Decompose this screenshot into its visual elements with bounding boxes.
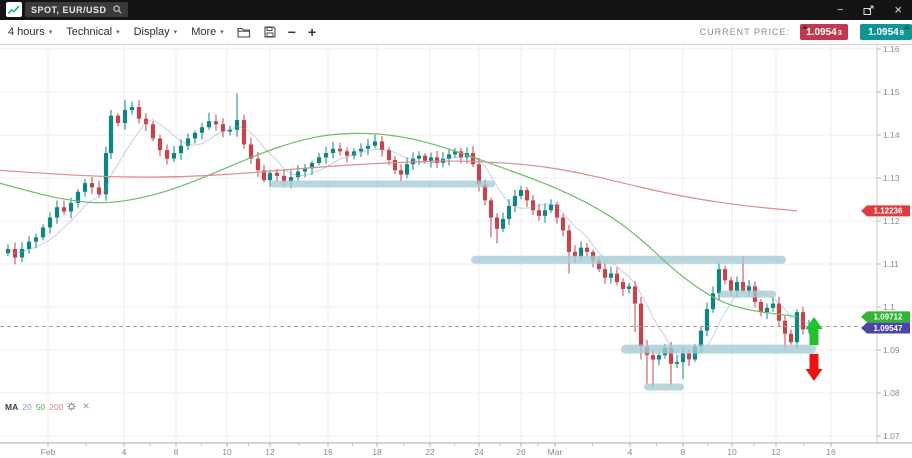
- svg-text:18: 18: [372, 447, 382, 457]
- svg-text:22: 22: [425, 447, 435, 457]
- display-menu[interactable]: Display ▾: [133, 26, 178, 38]
- popout-icon: [863, 5, 874, 15]
- current-price-label: CURRENT PRICE:: [699, 27, 790, 37]
- svg-text:12: 12: [771, 447, 781, 457]
- title-bar: SPOT, EUR/USD − ×: [0, 0, 912, 20]
- svg-text:4: 4: [122, 447, 127, 457]
- close-indicator-icon[interactable]: ✕: [82, 401, 90, 411]
- minimize-button[interactable]: −: [836, 4, 844, 16]
- svg-text:8: 8: [681, 447, 686, 457]
- svg-text:16: 16: [323, 447, 333, 457]
- symbol-title: SPOT, EUR/USD: [31, 4, 107, 15]
- svg-text:1.11: 1.11: [883, 259, 899, 269]
- svg-text:Feb: Feb: [41, 447, 56, 457]
- chevron-down-icon: ▾: [173, 29, 178, 36]
- svg-text:Mar: Mar: [548, 447, 563, 457]
- svg-text:4: 4: [628, 447, 633, 457]
- ma-period-200: 200: [49, 401, 64, 412]
- zoom-in-button[interactable]: +: [307, 24, 317, 40]
- popout-button[interactable]: [863, 5, 874, 16]
- ask-tick-icon: [904, 25, 910, 29]
- more-menu[interactable]: More ▾: [191, 26, 224, 38]
- timeframe-menu[interactable]: 4 hours ▾: [8, 26, 53, 38]
- svg-text:1.15: 1.15: [883, 87, 900, 97]
- svg-text:1.12: 1.12: [883, 216, 900, 226]
- svg-text:1.09: 1.09: [883, 345, 900, 355]
- gear-icon[interactable]: [67, 402, 77, 411]
- svg-text:1.09712: 1.09712: [874, 313, 903, 322]
- bid-tick-icon: [802, 25, 808, 29]
- symbol-title-box[interactable]: SPOT, EUR/USD: [25, 2, 128, 17]
- save-icon[interactable]: [264, 26, 276, 38]
- svg-text:1.14: 1.14: [883, 130, 900, 140]
- ask-price-box[interactable]: 1.0954 9: [860, 24, 912, 40]
- svg-text:16: 16: [826, 447, 836, 457]
- svg-text:1.07: 1.07: [883, 431, 900, 441]
- svg-text:1.16: 1.16: [883, 44, 900, 54]
- svg-text:10: 10: [727, 447, 737, 457]
- svg-text:12: 12: [265, 447, 275, 457]
- svg-text:10: 10: [222, 447, 232, 457]
- chevron-down-icon: ▾: [220, 29, 224, 36]
- svg-text:8: 8: [174, 447, 179, 457]
- svg-text:1.1: 1.1: [883, 302, 895, 312]
- close-button[interactable]: ×: [894, 2, 902, 17]
- ma-legend: MA 20 50 200 ✕: [5, 401, 90, 412]
- search-icon[interactable]: [112, 5, 122, 14]
- svg-text:1.08: 1.08: [883, 388, 900, 398]
- open-folder-icon[interactable]: [237, 26, 251, 38]
- toolbar: 4 hours ▾ Technical ▾ Display ▾ More ▾ −…: [0, 20, 912, 45]
- chevron-down-icon: ▾: [116, 29, 120, 36]
- svg-text:1.09547: 1.09547: [874, 324, 903, 333]
- svg-text:24: 24: [474, 447, 484, 457]
- zoom-out-button[interactable]: −: [287, 24, 296, 40]
- svg-text:26: 26: [516, 447, 526, 457]
- ma-period-20: 20: [22, 401, 32, 412]
- technical-menu[interactable]: Technical ▾: [66, 26, 120, 38]
- bid-price-box[interactable]: 1.0954 3: [800, 24, 848, 40]
- chevron-down-icon: ▾: [48, 29, 53, 36]
- app-logo-icon: [6, 2, 22, 17]
- ma-period-50: 50: [35, 401, 46, 412]
- ma-label: MA: [5, 401, 19, 412]
- svg-text:1.13: 1.13: [883, 173, 900, 183]
- svg-text:1.12236: 1.12236: [874, 207, 903, 216]
